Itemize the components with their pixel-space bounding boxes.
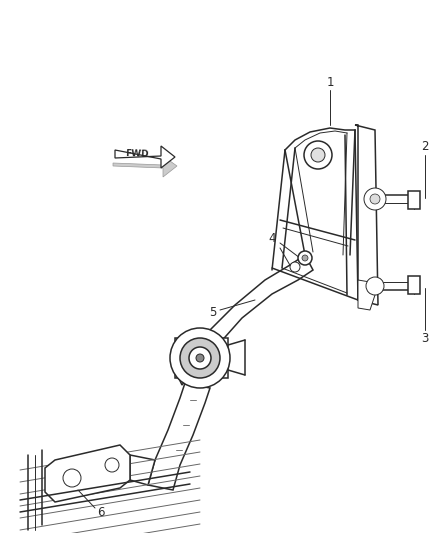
Circle shape xyxy=(290,262,300,272)
Circle shape xyxy=(304,141,332,169)
Polygon shape xyxy=(175,338,228,378)
Polygon shape xyxy=(408,191,420,209)
Circle shape xyxy=(105,458,119,472)
Polygon shape xyxy=(113,156,177,177)
Circle shape xyxy=(370,194,380,204)
Text: 2: 2 xyxy=(421,141,429,154)
Polygon shape xyxy=(148,383,210,490)
Text: 6: 6 xyxy=(97,506,105,520)
Polygon shape xyxy=(45,445,130,502)
Text: 1: 1 xyxy=(326,76,334,88)
Polygon shape xyxy=(115,146,175,168)
Circle shape xyxy=(298,251,312,265)
Circle shape xyxy=(302,255,308,261)
Circle shape xyxy=(63,469,81,487)
Polygon shape xyxy=(408,276,420,294)
Circle shape xyxy=(180,338,220,378)
Circle shape xyxy=(189,347,211,369)
Circle shape xyxy=(170,328,230,388)
Circle shape xyxy=(364,188,386,210)
Circle shape xyxy=(366,277,384,295)
Circle shape xyxy=(311,148,325,162)
Text: FWD: FWD xyxy=(125,149,149,159)
Text: 4: 4 xyxy=(268,231,276,245)
Circle shape xyxy=(196,354,204,362)
Text: 3: 3 xyxy=(421,332,429,344)
Polygon shape xyxy=(130,455,155,485)
Polygon shape xyxy=(175,255,313,385)
Polygon shape xyxy=(355,125,378,305)
Polygon shape xyxy=(358,280,375,310)
Text: 5: 5 xyxy=(209,306,217,319)
